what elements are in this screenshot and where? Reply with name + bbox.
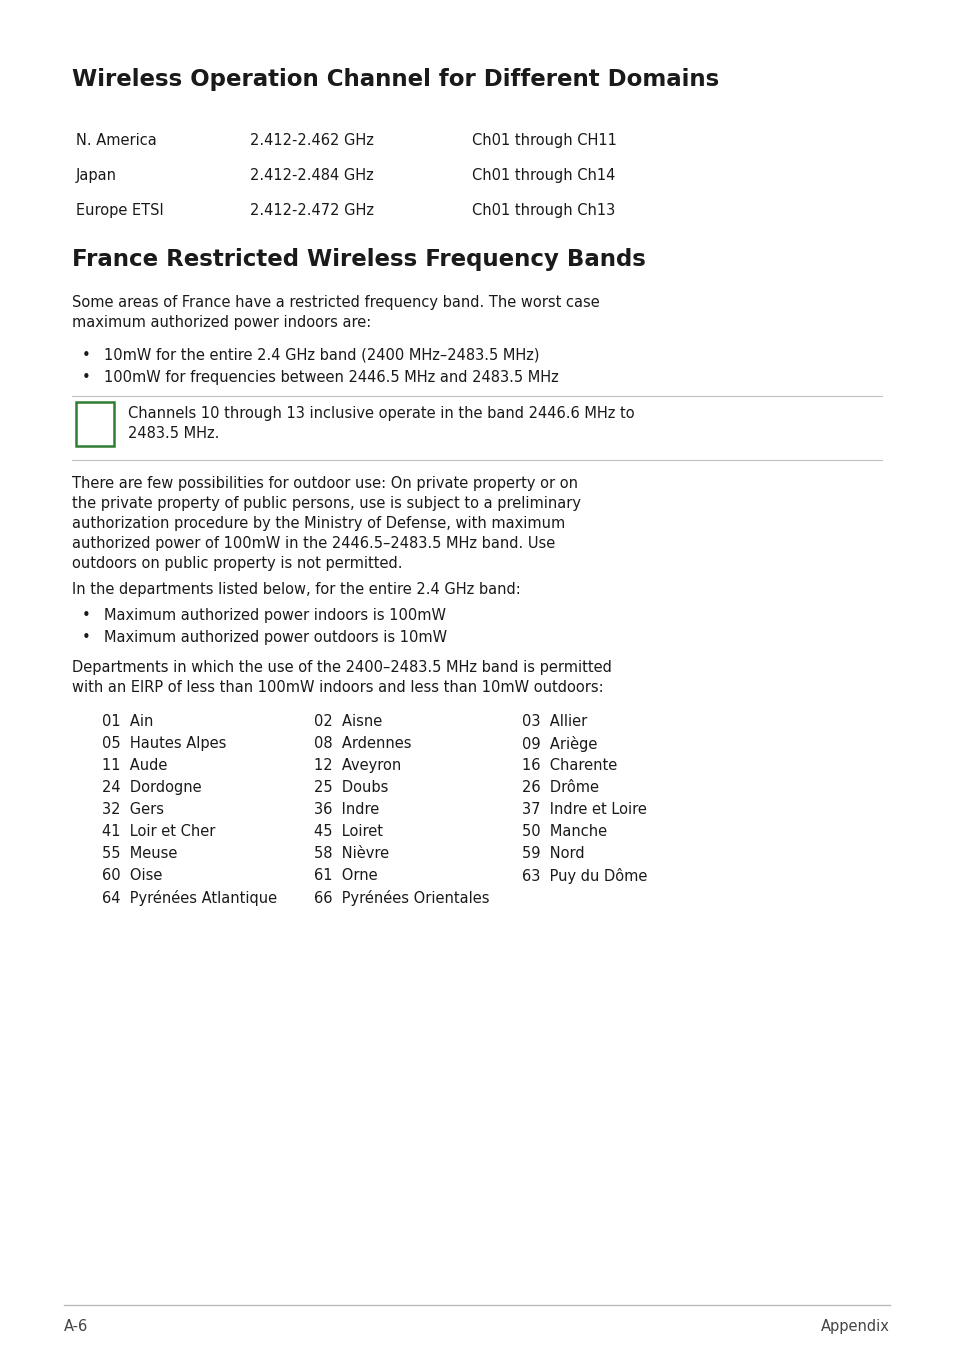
Text: 2483.5 MHz.: 2483.5 MHz.	[128, 426, 219, 441]
Text: 25  Doubs: 25 Doubs	[314, 780, 388, 795]
Text: authorization procedure by the Ministry of Defense, with maximum: authorization procedure by the Ministry …	[71, 516, 565, 531]
Text: Ch01 through CH11: Ch01 through CH11	[472, 133, 617, 148]
Text: 24  Dordogne: 24 Dordogne	[102, 780, 201, 795]
Text: 59  Nord: 59 Nord	[521, 845, 584, 860]
Text: 01  Ain: 01 Ain	[102, 714, 153, 729]
Text: 66  Pyrénées Orientales: 66 Pyrénées Orientales	[314, 890, 489, 906]
Text: 09  Ariège: 09 Ariège	[521, 735, 597, 752]
Text: •: •	[82, 630, 91, 645]
Text: 45  Loiret: 45 Loiret	[314, 824, 382, 839]
Text: 02  Aisne: 02 Aisne	[314, 714, 382, 729]
Text: 64  Pyrénées Atlantique: 64 Pyrénées Atlantique	[102, 890, 276, 906]
Text: 2.412-2.484 GHz: 2.412-2.484 GHz	[250, 168, 374, 183]
Text: 2.412-2.472 GHz: 2.412-2.472 GHz	[250, 204, 374, 218]
Text: 12  Aveyron: 12 Aveyron	[314, 759, 401, 773]
Text: N. America: N. America	[76, 133, 156, 148]
Text: 03  Allier: 03 Allier	[521, 714, 587, 729]
Text: 63  Puy du Dôme: 63 Puy du Dôme	[521, 868, 647, 883]
Text: outdoors on public property is not permitted.: outdoors on public property is not permi…	[71, 556, 402, 571]
Text: Channels 10 through 13 inclusive operate in the band 2446.6 MHz to: Channels 10 through 13 inclusive operate…	[128, 406, 634, 421]
Text: 100mW for frequencies between 2446.5 MHz and 2483.5 MHz: 100mW for frequencies between 2446.5 MHz…	[104, 370, 558, 385]
Text: with an EIRP of less than 100mW indoors and less than 10mW outdoors:: with an EIRP of less than 100mW indoors …	[71, 680, 603, 695]
Text: Europe ETSI: Europe ETSI	[76, 204, 164, 218]
Text: 16  Charente: 16 Charente	[521, 759, 617, 773]
Text: the private property of public persons, use is subject to a preliminary: the private property of public persons, …	[71, 497, 580, 512]
Text: Maximum authorized power outdoors is 10mW: Maximum authorized power outdoors is 10m…	[104, 630, 447, 645]
Text: Ch01 through Ch14: Ch01 through Ch14	[472, 168, 615, 183]
Text: 60  Oise: 60 Oise	[102, 868, 162, 883]
Text: 61  Orne: 61 Orne	[314, 868, 377, 883]
Text: 10mW for the entire 2.4 GHz band (2400 MHz–2483.5 MHz): 10mW for the entire 2.4 GHz band (2400 M…	[104, 347, 539, 364]
Text: A-6: A-6	[64, 1319, 89, 1334]
Text: 05  Hautes Alpes: 05 Hautes Alpes	[102, 735, 226, 750]
Text: 32  Gers: 32 Gers	[102, 802, 164, 817]
Text: Appendix: Appendix	[821, 1319, 889, 1334]
Text: •: •	[82, 370, 91, 385]
Text: There are few possibilities for outdoor use: On private property or on: There are few possibilities for outdoor …	[71, 476, 578, 491]
Text: Departments in which the use of the 2400–2483.5 MHz band is permitted: Departments in which the use of the 2400…	[71, 660, 611, 674]
Text: Maximum authorized power indoors is 100mW: Maximum authorized power indoors is 100m…	[104, 608, 446, 623]
Text: •: •	[82, 608, 91, 623]
Text: Wireless Operation Channel for Different Domains: Wireless Operation Channel for Different…	[71, 68, 719, 91]
Text: In the departments listed below, for the entire 2.4 GHz band:: In the departments listed below, for the…	[71, 582, 520, 597]
Text: 36  Indre: 36 Indre	[314, 802, 379, 817]
Text: Ch01 through Ch13: Ch01 through Ch13	[472, 204, 615, 218]
Text: 08  Ardennes: 08 Ardennes	[314, 735, 411, 750]
Text: 41  Loir et Cher: 41 Loir et Cher	[102, 824, 215, 839]
Text: 50  Manche: 50 Manche	[521, 824, 606, 839]
Text: Japan: Japan	[76, 168, 117, 183]
Text: 2.412-2.462 GHz: 2.412-2.462 GHz	[250, 133, 374, 148]
Text: 26  Drôme: 26 Drôme	[521, 780, 598, 795]
Text: 37  Indre et Loire: 37 Indre et Loire	[521, 802, 646, 817]
Text: 11  Aude: 11 Aude	[102, 759, 167, 773]
Text: Some areas of France have a restricted frequency band. The worst case: Some areas of France have a restricted f…	[71, 294, 599, 309]
FancyBboxPatch shape	[76, 402, 113, 446]
Text: •: •	[82, 347, 91, 364]
Text: France Restricted Wireless Frequency Bands: France Restricted Wireless Frequency Ban…	[71, 248, 645, 271]
Text: maximum authorized power indoors are:: maximum authorized power indoors are:	[71, 315, 371, 330]
Text: authorized power of 100mW in the 2446.5–2483.5 MHz band. Use: authorized power of 100mW in the 2446.5–…	[71, 536, 555, 551]
Text: 55  Meuse: 55 Meuse	[102, 845, 177, 860]
Text: 58  Nièvre: 58 Nièvre	[314, 845, 389, 860]
